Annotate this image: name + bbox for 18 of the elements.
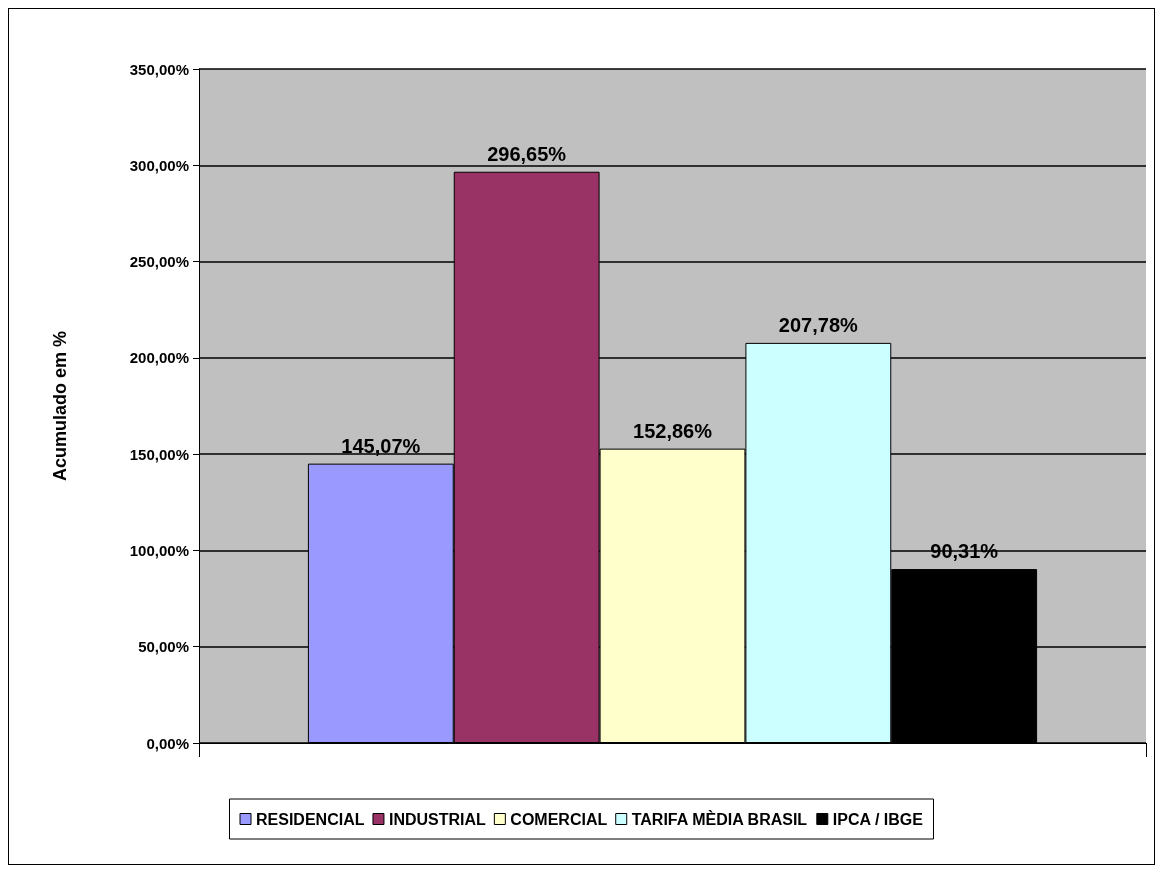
y-tick-label: 150,00%: [129, 445, 189, 463]
y-tick-label: 300,00%: [129, 156, 189, 174]
y-tick-label: 350,00%: [129, 60, 189, 78]
y-tick-label: 200,00%: [129, 349, 189, 367]
data-label: 296,65%: [487, 142, 567, 165]
y-tick-label: 250,00%: [129, 253, 189, 271]
data-label: 145,07%: [341, 434, 421, 457]
y-tick-label: 100,00%: [129, 541, 189, 559]
legend-label: RESIDENCIAL: [256, 810, 365, 828]
y-tick-label: 50,00%: [138, 638, 189, 656]
legend-label: INDUSTRIAL: [388, 810, 487, 828]
legend-label: COMERCIAL: [510, 810, 608, 828]
data-label: 152,86%: [633, 419, 713, 442]
legend-label: TARIFA MÈDIA BRASIL: [631, 809, 808, 828]
y-axis-title: Acumulado em %: [50, 330, 70, 482]
y-tick-label: 0,00%: [146, 734, 189, 752]
data-label: 207,78%: [778, 313, 859, 336]
legend-label: IPCA / IBGE: [832, 810, 924, 828]
